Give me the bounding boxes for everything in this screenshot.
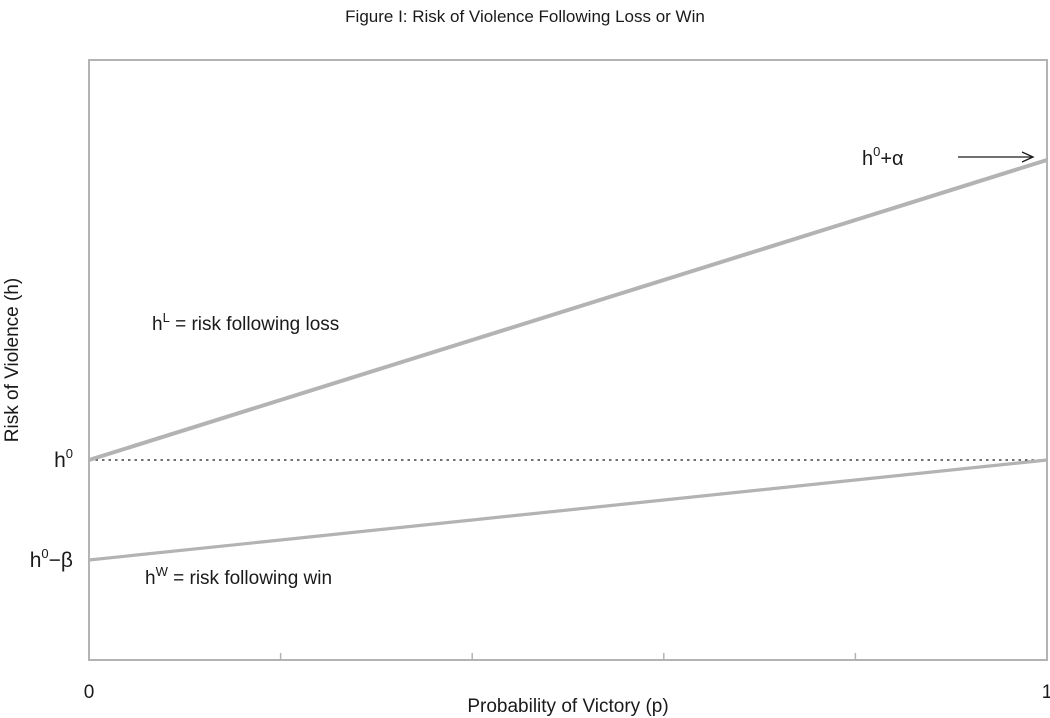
y-tick-label-1: h0−β: [30, 546, 73, 572]
series-point-win-0: [88, 559, 90, 561]
annotation-label-0: h0+α: [862, 144, 904, 170]
x-tick-label-0: 0: [84, 682, 95, 703]
series-point-win-5: [1046, 459, 1048, 461]
chart-title: Figure I: Risk of Violence Following Los…: [345, 7, 705, 26]
series-point-win-1: [279, 539, 282, 541]
series-line-loss: [88, 158, 1048, 462]
series-point-loss-1: [279, 399, 282, 401]
series-point-loss-3: [663, 279, 665, 281]
series-point-loss-0: [88, 459, 90, 461]
series-point-loss-5: [1046, 159, 1048, 161]
series-label-loss: hL = risk following loss: [152, 310, 339, 335]
series-point-win-3: [663, 499, 665, 501]
series-line-win: [88, 458, 1048, 562]
chart-labels: 0 1 h0 h0−β hL = risk following loss hW = ris…: [30, 144, 1050, 703]
y-axis-label: Risk of Violence (h): [2, 278, 23, 442]
plot-area-frame: [88, 59, 1048, 661]
series-point-loss-4: [854, 219, 857, 221]
x-axis-label: Probability of Victory (p): [467, 696, 668, 717]
y-tick-label-0: h0: [54, 446, 73, 472]
chart-marks: [88, 158, 1048, 660]
series-point-win-2: [471, 519, 474, 521]
x-tick-label-1: 1: [1042, 682, 1050, 703]
series-point-win-4: [854, 479, 857, 481]
series-label-win: hW = risk following win: [145, 564, 332, 589]
annotation-arrow-head-0: [1021, 151, 1035, 163]
series-point-loss-2: [471, 339, 474, 341]
